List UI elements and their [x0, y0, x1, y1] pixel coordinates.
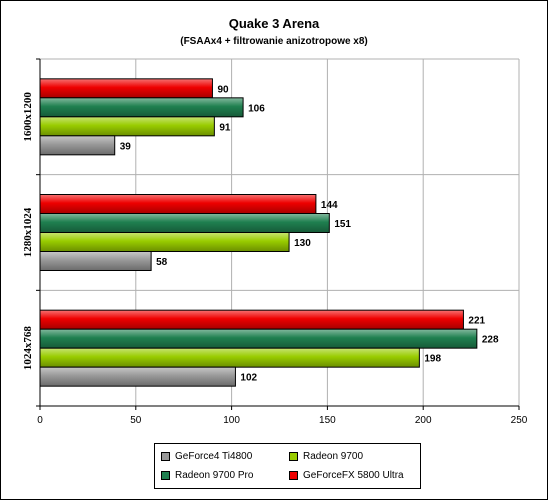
data-label: 102 — [240, 373, 257, 384]
legend: GeForce4 Ti4800 Radeon 9700 Radeon 9700 … — [154, 443, 421, 489]
x-tick-label: 250 — [511, 415, 528, 426]
data-label: 144 — [321, 200, 338, 211]
x-tick-label: 150 — [319, 415, 336, 426]
bar — [39, 78, 213, 99]
bar — [39, 116, 215, 137]
legend-item-geforce4-ti4800: GeForce4 Ti4800 — [161, 450, 252, 464]
data-label: 106 — [248, 103, 265, 114]
legend-label: Radeon 9700 Pro — [175, 470, 254, 481]
data-label: 58 — [156, 257, 168, 268]
bar — [39, 251, 152, 271]
data-label: 91 — [219, 122, 231, 133]
legend-label: Radeon 9700 — [303, 451, 364, 462]
x-tick-label: 50 — [130, 415, 142, 426]
data-label: 151 — [334, 219, 351, 230]
legend-label: GeForce4 Ti4800 — [175, 451, 253, 462]
y-tick-label: 1024x768 — [22, 326, 34, 371]
legend-item-radeon-9700: Radeon 9700 — [289, 450, 363, 464]
legend-item-geforcefx-5800-ultra: GeForceFX 5800 Ultra — [289, 469, 404, 483]
bar — [39, 97, 244, 118]
data-label: 228 — [482, 335, 499, 346]
data-label: 221 — [468, 316, 485, 327]
chart-title: Quake 3 Arena — [228, 16, 320, 31]
legend-swatch — [161, 470, 170, 480]
bar — [39, 194, 317, 214]
legend-item-radeon-9700-pro: Radeon 9700 Pro — [161, 469, 253, 483]
legend-swatch — [289, 470, 298, 480]
legend-swatch — [289, 451, 298, 461]
chart-subtitle: (FSAAx4 + filtrowanie anizotropowe x8) — [180, 36, 368, 47]
data-label: 90 — [217, 84, 229, 95]
bar — [39, 309, 464, 330]
y-tick-label: 1600x1200 — [22, 92, 34, 142]
bar — [39, 135, 116, 156]
bar — [39, 328, 478, 349]
bar — [39, 213, 330, 233]
data-label: 198 — [424, 354, 441, 365]
data-label: 130 — [294, 238, 311, 249]
y-tick-label: 1280x1024 — [22, 207, 34, 257]
bar — [39, 347, 420, 368]
legend-swatch — [161, 451, 170, 461]
x-tick-label: 0 — [37, 415, 43, 426]
legend-label: GeForceFX 5800 Ultra — [303, 470, 404, 481]
data-label: 39 — [120, 141, 132, 152]
bar — [39, 366, 236, 387]
x-tick-label: 200 — [415, 415, 432, 426]
x-tick-label: 100 — [223, 415, 240, 426]
bar — [39, 232, 290, 252]
